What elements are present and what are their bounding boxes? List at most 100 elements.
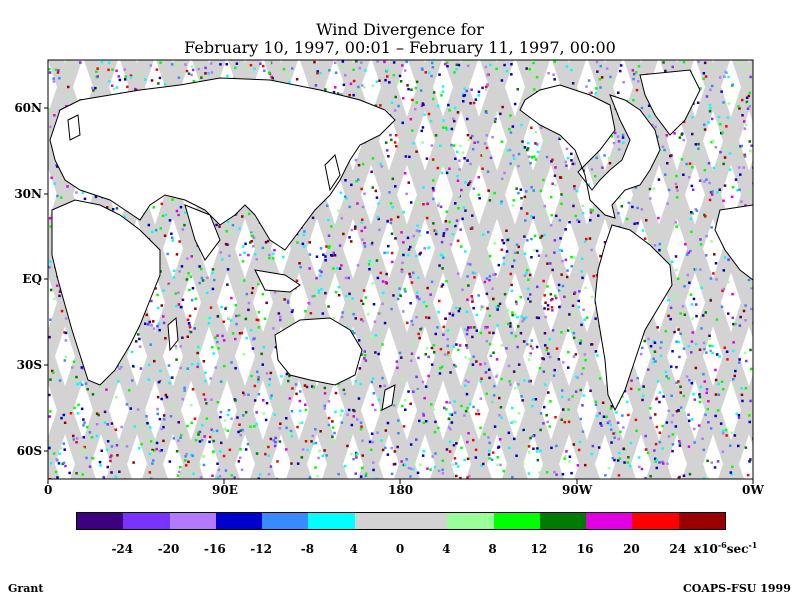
divergence-pixel	[285, 372, 289, 376]
divergence-pixel	[707, 121, 710, 124]
swath-band	[0, 60, 24, 479]
divergence-pixel	[363, 357, 366, 360]
divergence-pixel	[65, 105, 68, 108]
divergence-pixel	[337, 293, 341, 297]
divergence-pixel	[234, 337, 237, 341]
divergence-pixel	[603, 154, 606, 157]
divergence-pixel	[310, 440, 313, 443]
divergence-pixel	[539, 428, 542, 432]
divergence-pixel	[644, 476, 647, 479]
divergence-pixel	[584, 463, 587, 467]
divergence-pixel	[693, 441, 696, 444]
divergence-pixel	[216, 340, 219, 344]
divergence-pixel	[403, 463, 407, 467]
divergence-pixel	[699, 268, 702, 271]
divergence-pixel	[266, 239, 270, 243]
divergence-pixel	[215, 223, 218, 227]
divergence-pixel	[578, 440, 582, 444]
divergence-pixel	[536, 285, 539, 289]
divergence-pixel	[214, 336, 217, 339]
divergence-pixel	[416, 471, 420, 475]
divergence-pixel	[584, 286, 587, 290]
divergence-pixel	[536, 447, 539, 450]
divergence-pixel	[647, 104, 651, 107]
divergence-pixel	[382, 291, 385, 294]
divergence-pixel	[351, 331, 354, 334]
divergence-pixel	[541, 357, 544, 360]
divergence-pixel	[394, 134, 398, 137]
divergence-pixel	[211, 268, 215, 271]
divergence-pixel	[242, 352, 246, 356]
divergence-pixel	[427, 71, 431, 74]
divergence-pixel	[585, 85, 588, 88]
divergence-pixel	[80, 383, 84, 387]
divergence-pixel	[488, 449, 491, 453]
divergence-pixel	[106, 440, 110, 443]
divergence-pixel	[144, 78, 147, 81]
divergence-pixel	[390, 446, 393, 450]
divergence-pixel	[627, 201, 631, 205]
divergence-pixel	[570, 159, 573, 162]
land-australia	[274, 317, 363, 386]
divergence-pixel	[398, 351, 402, 355]
divergence-pixel	[370, 241, 374, 245]
divergence-pixel	[419, 463, 422, 466]
divergence-pixel	[357, 397, 361, 400]
divergence-pixel	[413, 166, 416, 169]
divergence-pixel	[652, 360, 655, 364]
divergence-pixel	[452, 117, 455, 121]
divergence-pixel	[492, 273, 495, 276]
divergence-pixel	[252, 245, 255, 248]
divergence-pixel	[738, 361, 741, 364]
divergence-pixel	[483, 362, 487, 365]
divergence-pixel	[691, 212, 694, 215]
divergence-pixel	[415, 101, 418, 104]
divergence-pixel	[412, 346, 415, 349]
divergence-pixel	[380, 165, 383, 168]
divergence-pixel	[323, 386, 327, 390]
land-eurasia	[49, 77, 396, 251]
divergence-pixel	[244, 242, 247, 246]
divergence-pixel	[526, 268, 529, 272]
divergence-pixel	[561, 473, 565, 476]
colorbar-tick-label: 8	[488, 542, 497, 556]
divergence-pixel	[414, 201, 417, 204]
divergence-pixel	[352, 408, 355, 412]
divergence-pixel	[58, 452, 61, 455]
divergence-pixel	[642, 394, 645, 398]
divergence-pixel	[511, 311, 514, 314]
divergence-pixel	[138, 447, 141, 450]
divergence-pixel	[400, 231, 403, 234]
divergence-pixel	[457, 63, 461, 67]
divergence-pixel	[454, 202, 457, 205]
divergence-pixel	[708, 337, 711, 340]
divergence-pixel	[492, 331, 495, 335]
divergence-pixel	[708, 198, 712, 202]
divergence-pixel	[562, 361, 565, 364]
divergence-pixel	[475, 329, 478, 332]
divergence-pixel	[363, 242, 366, 245]
divergence-pixel	[308, 267, 311, 270]
divergence-pixel	[400, 356, 403, 359]
divergence-pixel	[383, 384, 386, 388]
divergence-pixel	[545, 348, 548, 352]
divergence-pixel	[212, 439, 215, 443]
divergence-pixel	[568, 313, 571, 316]
divergence-pixel	[241, 215, 244, 218]
divergence-pixel	[499, 112, 502, 116]
divergence-pixel	[617, 459, 620, 462]
divergence-pixel	[704, 413, 707, 417]
divergence-pixel	[512, 157, 516, 160]
divergence-pixel	[721, 289, 724, 292]
divergence-pixel	[172, 276, 176, 279]
divergence-pixel	[208, 440, 211, 444]
divergence-pixel	[539, 189, 543, 193]
divergence-pixel	[565, 295, 569, 298]
divergence-pixel	[548, 341, 552, 345]
divergence-pixel	[671, 443, 675, 446]
divergence-pixel	[412, 340, 415, 344]
divergence-pixel	[442, 234, 445, 238]
divergence-pixel	[551, 329, 555, 332]
divergence-pixel	[710, 140, 713, 144]
lat-label-60n: 60N	[14, 101, 42, 115]
